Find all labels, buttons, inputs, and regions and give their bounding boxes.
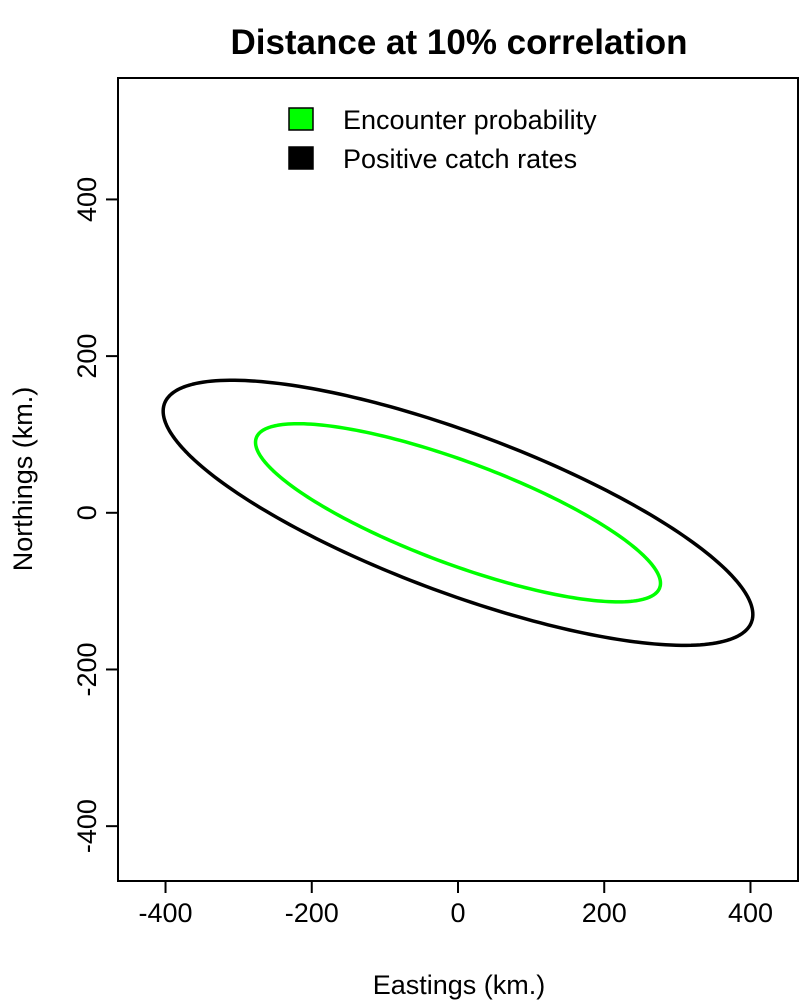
y-axis: -400 -200 0 200 400 — [72, 177, 118, 853]
legend-label: Positive catch rates — [343, 144, 577, 174]
series-encounter-probability-ellipse — [253, 421, 663, 604]
x-tick-label: 0 — [450, 898, 465, 928]
x-tick-label: -400 — [139, 898, 193, 928]
series-positive-catch-rates-ellipse — [161, 378, 755, 648]
legend: Encounter probability Positive catch rate… — [288, 105, 597, 174]
y-axis-label: Northings (km.) — [8, 387, 38, 572]
x-axis-label: Eastings (km.) — [373, 970, 546, 1000]
y-tick-label: 0 — [72, 505, 102, 520]
y-tick-label: 400 — [72, 177, 102, 222]
x-axis: -400 -200 0 200 400 — [139, 881, 773, 928]
legend-swatch — [288, 146, 314, 170]
y-tick-label: -200 — [72, 642, 102, 696]
x-tick-label: 200 — [582, 898, 627, 928]
series-layer — [161, 378, 755, 648]
y-tick-label: 200 — [72, 334, 102, 379]
x-tick-label: -200 — [285, 898, 339, 928]
x-tick-label: 400 — [728, 898, 773, 928]
legend-label: Encounter probability — [343, 105, 597, 135]
chart-title: Distance at 10% correlation — [230, 23, 687, 62]
legend-swatch — [288, 107, 314, 131]
y-tick-label: -400 — [72, 799, 102, 853]
